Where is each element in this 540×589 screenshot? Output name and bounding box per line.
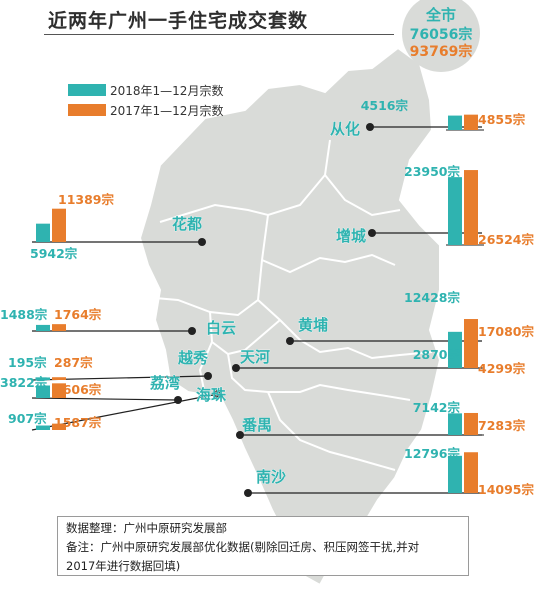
value-label-2017-10: 14095宗 (478, 482, 534, 497)
district-dot-0 (366, 123, 374, 131)
value-label-2017-6: 287宗 (54, 355, 93, 370)
value-label-2017-7: 4606宗 (54, 382, 102, 397)
value-label-2018-0: 4516宗 (361, 98, 409, 113)
value-label-2017-2: 11389宗 (58, 192, 114, 207)
district-label-7: 荔湾 (150, 374, 180, 392)
district-label-3: 黄埔 (298, 316, 328, 334)
district-dot-10 (244, 489, 252, 497)
legend-label-2017: 2017年1—12月宗数 (110, 104, 224, 118)
value-label-2017-9: 7283宗 (478, 418, 526, 433)
value-label-2017-3: 17080宗 (478, 324, 534, 339)
bar-2017-6 (52, 377, 66, 380)
bar-2017-8 (52, 423, 66, 430)
bar-2017-5 (464, 354, 478, 368)
citywide-total-badge: 全市 76056宗 93769宗 (402, 0, 480, 72)
bar-2018-2 (36, 223, 50, 242)
legend-swatch-2018 (68, 84, 106, 96)
leader-line-7 (31, 397, 179, 401)
value-label-2018-6: 195宗 (8, 355, 47, 370)
value-label-2018-10: 12796宗 (404, 446, 460, 461)
title-underline (44, 34, 394, 35)
value-label-2018-5: 2870宗 (413, 347, 461, 362)
legend-item-2018: 2018年1—12月宗数 (68, 82, 223, 99)
bar-2018-9 (448, 413, 462, 435)
bar-2018-0 (448, 115, 462, 130)
district-dot-5 (232, 364, 240, 372)
bar-2017-0 (464, 114, 478, 130)
district-dot-4 (188, 327, 196, 335)
value-label-2018-2: 5942宗 (30, 246, 78, 261)
district-dot-1 (368, 229, 376, 237)
bar-2017-9 (464, 412, 478, 435)
legend-label-2018: 2018年1—12月宗数 (110, 84, 224, 98)
district-label-1: 增城 (336, 227, 366, 245)
bar-2018-8 (36, 425, 50, 430)
district-label-10: 南沙 (256, 468, 286, 486)
bar-2017-1 (464, 170, 478, 245)
district-dot-8 (214, 390, 222, 398)
value-label-2018-3: 12428宗 (404, 290, 460, 305)
bar-2017-7 (52, 383, 66, 398)
note-line-3: 2017年进行数据回填) (66, 559, 181, 573)
bar-2018-4 (36, 324, 50, 331)
total-label: 全市 (425, 6, 456, 24)
value-label-2018-4: 1488宗 (0, 307, 48, 322)
district-label-4: 白云 (206, 319, 236, 337)
bar-2018-7 (36, 385, 50, 398)
bar-2018-5 (448, 358, 462, 368)
district-label-0: 从化 (330, 120, 360, 138)
value-label-2017-0: 4855宗 (478, 112, 526, 127)
bar-2018-1 (448, 177, 462, 245)
district-label-8: 海珠 (196, 386, 227, 404)
total-2017-value: 93769宗 (409, 44, 473, 60)
value-label-2017-1: 26524宗 (478, 232, 534, 247)
bar-2017-4 (52, 324, 66, 331)
value-label-2017-8: 1587宗 (54, 415, 102, 430)
page-title: 近两年广州一手住宅成交套数 (48, 10, 309, 32)
district-dot-6 (204, 372, 212, 380)
value-label-2018-1: 23950宗 (404, 164, 460, 179)
value-label-2018-8: 907宗 (8, 411, 47, 426)
total-2018-value: 76056宗 (409, 27, 473, 43)
note-line-1: 数据整理：广州中原研究发展部 (66, 521, 227, 535)
note-line-2: 备注：广州中原研究发展部优化数据(剔除回迁房、积压网签干扰,并对 (66, 540, 420, 554)
value-label-2018-9: 7142宗 (413, 400, 461, 415)
bar-2018-6 (36, 377, 50, 380)
data-source-note: 数据整理：广州中原研究发展部 备注：广州中原研究发展部优化数据(剔除回迁房、积压… (57, 516, 469, 576)
bar-2018-10 (448, 455, 462, 493)
value-label-2017-4: 1764宗 (54, 307, 102, 322)
district-dot-9 (236, 431, 244, 439)
value-label-2017-5: 4299宗 (478, 361, 526, 376)
district-label-9: 番禺 (241, 416, 272, 434)
district-borders (154, 139, 433, 471)
district-label-5: 天河 (240, 348, 270, 366)
district-dot-3 (286, 337, 294, 345)
legend-item-2017: 2017年1—12月宗数 (68, 102, 223, 119)
legend-swatch-2017 (68, 104, 106, 116)
map-outline (138, 46, 442, 587)
value-label-2018-7: 3822宗 (0, 375, 48, 390)
district-dot-2 (198, 238, 206, 246)
district-label-6: 越秀 (177, 349, 209, 367)
bar-2017-10 (464, 452, 478, 493)
district-label-2: 花都 (172, 215, 202, 233)
bar-2017-2 (52, 208, 66, 242)
